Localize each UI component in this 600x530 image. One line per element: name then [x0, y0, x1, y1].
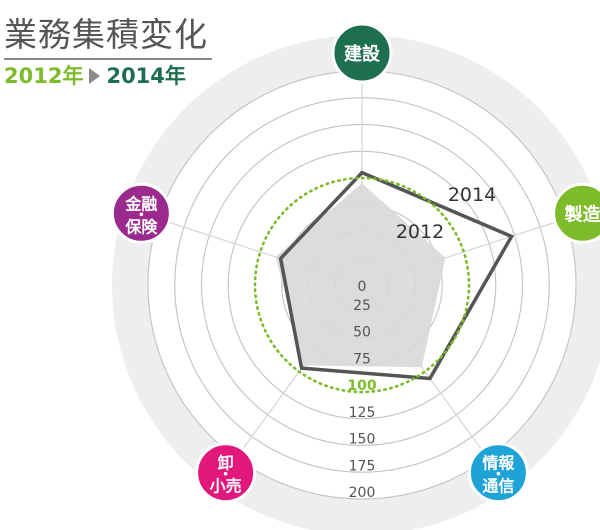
- series-line-2014: [278, 170, 515, 381]
- series-label-2012: 2012: [396, 221, 444, 243]
- category-label: 製造: [564, 203, 600, 225]
- chart-header: 業務集積変化 2012年 2014年: [4, 18, 212, 88]
- category-label-dot: [496, 471, 501, 476]
- radial-tick-label: 150: [349, 432, 376, 448]
- radial-tick-label: 50: [353, 325, 371, 341]
- radial-tick-label: 125: [349, 405, 376, 421]
- radial-tick-label: 25: [353, 298, 371, 314]
- category-label: 卸: [218, 454, 234, 473]
- category-label: 金融: [124, 194, 157, 213]
- category-badge: 卸小売: [195, 442, 257, 504]
- category-badge: 建設: [331, 22, 393, 84]
- period-legend: 2012年 2014年: [4, 64, 212, 88]
- category-badge: 製造: [552, 182, 600, 244]
- series-area-2012: [275, 183, 446, 368]
- page-title: 業務集積変化: [4, 15, 208, 54]
- category-label-dot: [223, 471, 228, 476]
- category-label: 情報: [482, 454, 515, 473]
- radial-tick-label: 75: [353, 351, 371, 367]
- radial-tick-label: 0: [358, 279, 367, 295]
- category-badge-circle: [552, 182, 600, 244]
- period-from: 2012年: [4, 64, 84, 88]
- category-label: 保険: [124, 217, 158, 236]
- title-underline: [4, 58, 212, 60]
- radial-tick-label: 100: [347, 378, 376, 394]
- category-label: 建設: [344, 43, 381, 65]
- arrow-right-icon: [89, 68, 101, 84]
- category-label: 小売: [210, 477, 242, 496]
- reference-circle-100: [253, 176, 471, 394]
- category-badge-circle: [331, 22, 393, 84]
- period-to: 2014年: [106, 64, 186, 88]
- category-label-dot: [139, 212, 144, 217]
- category-label: 通信: [482, 477, 514, 496]
- series-label-2014: 2014: [448, 184, 496, 206]
- radial-tick-label: 175: [349, 458, 376, 474]
- radial-tick-label: 200: [349, 485, 376, 501]
